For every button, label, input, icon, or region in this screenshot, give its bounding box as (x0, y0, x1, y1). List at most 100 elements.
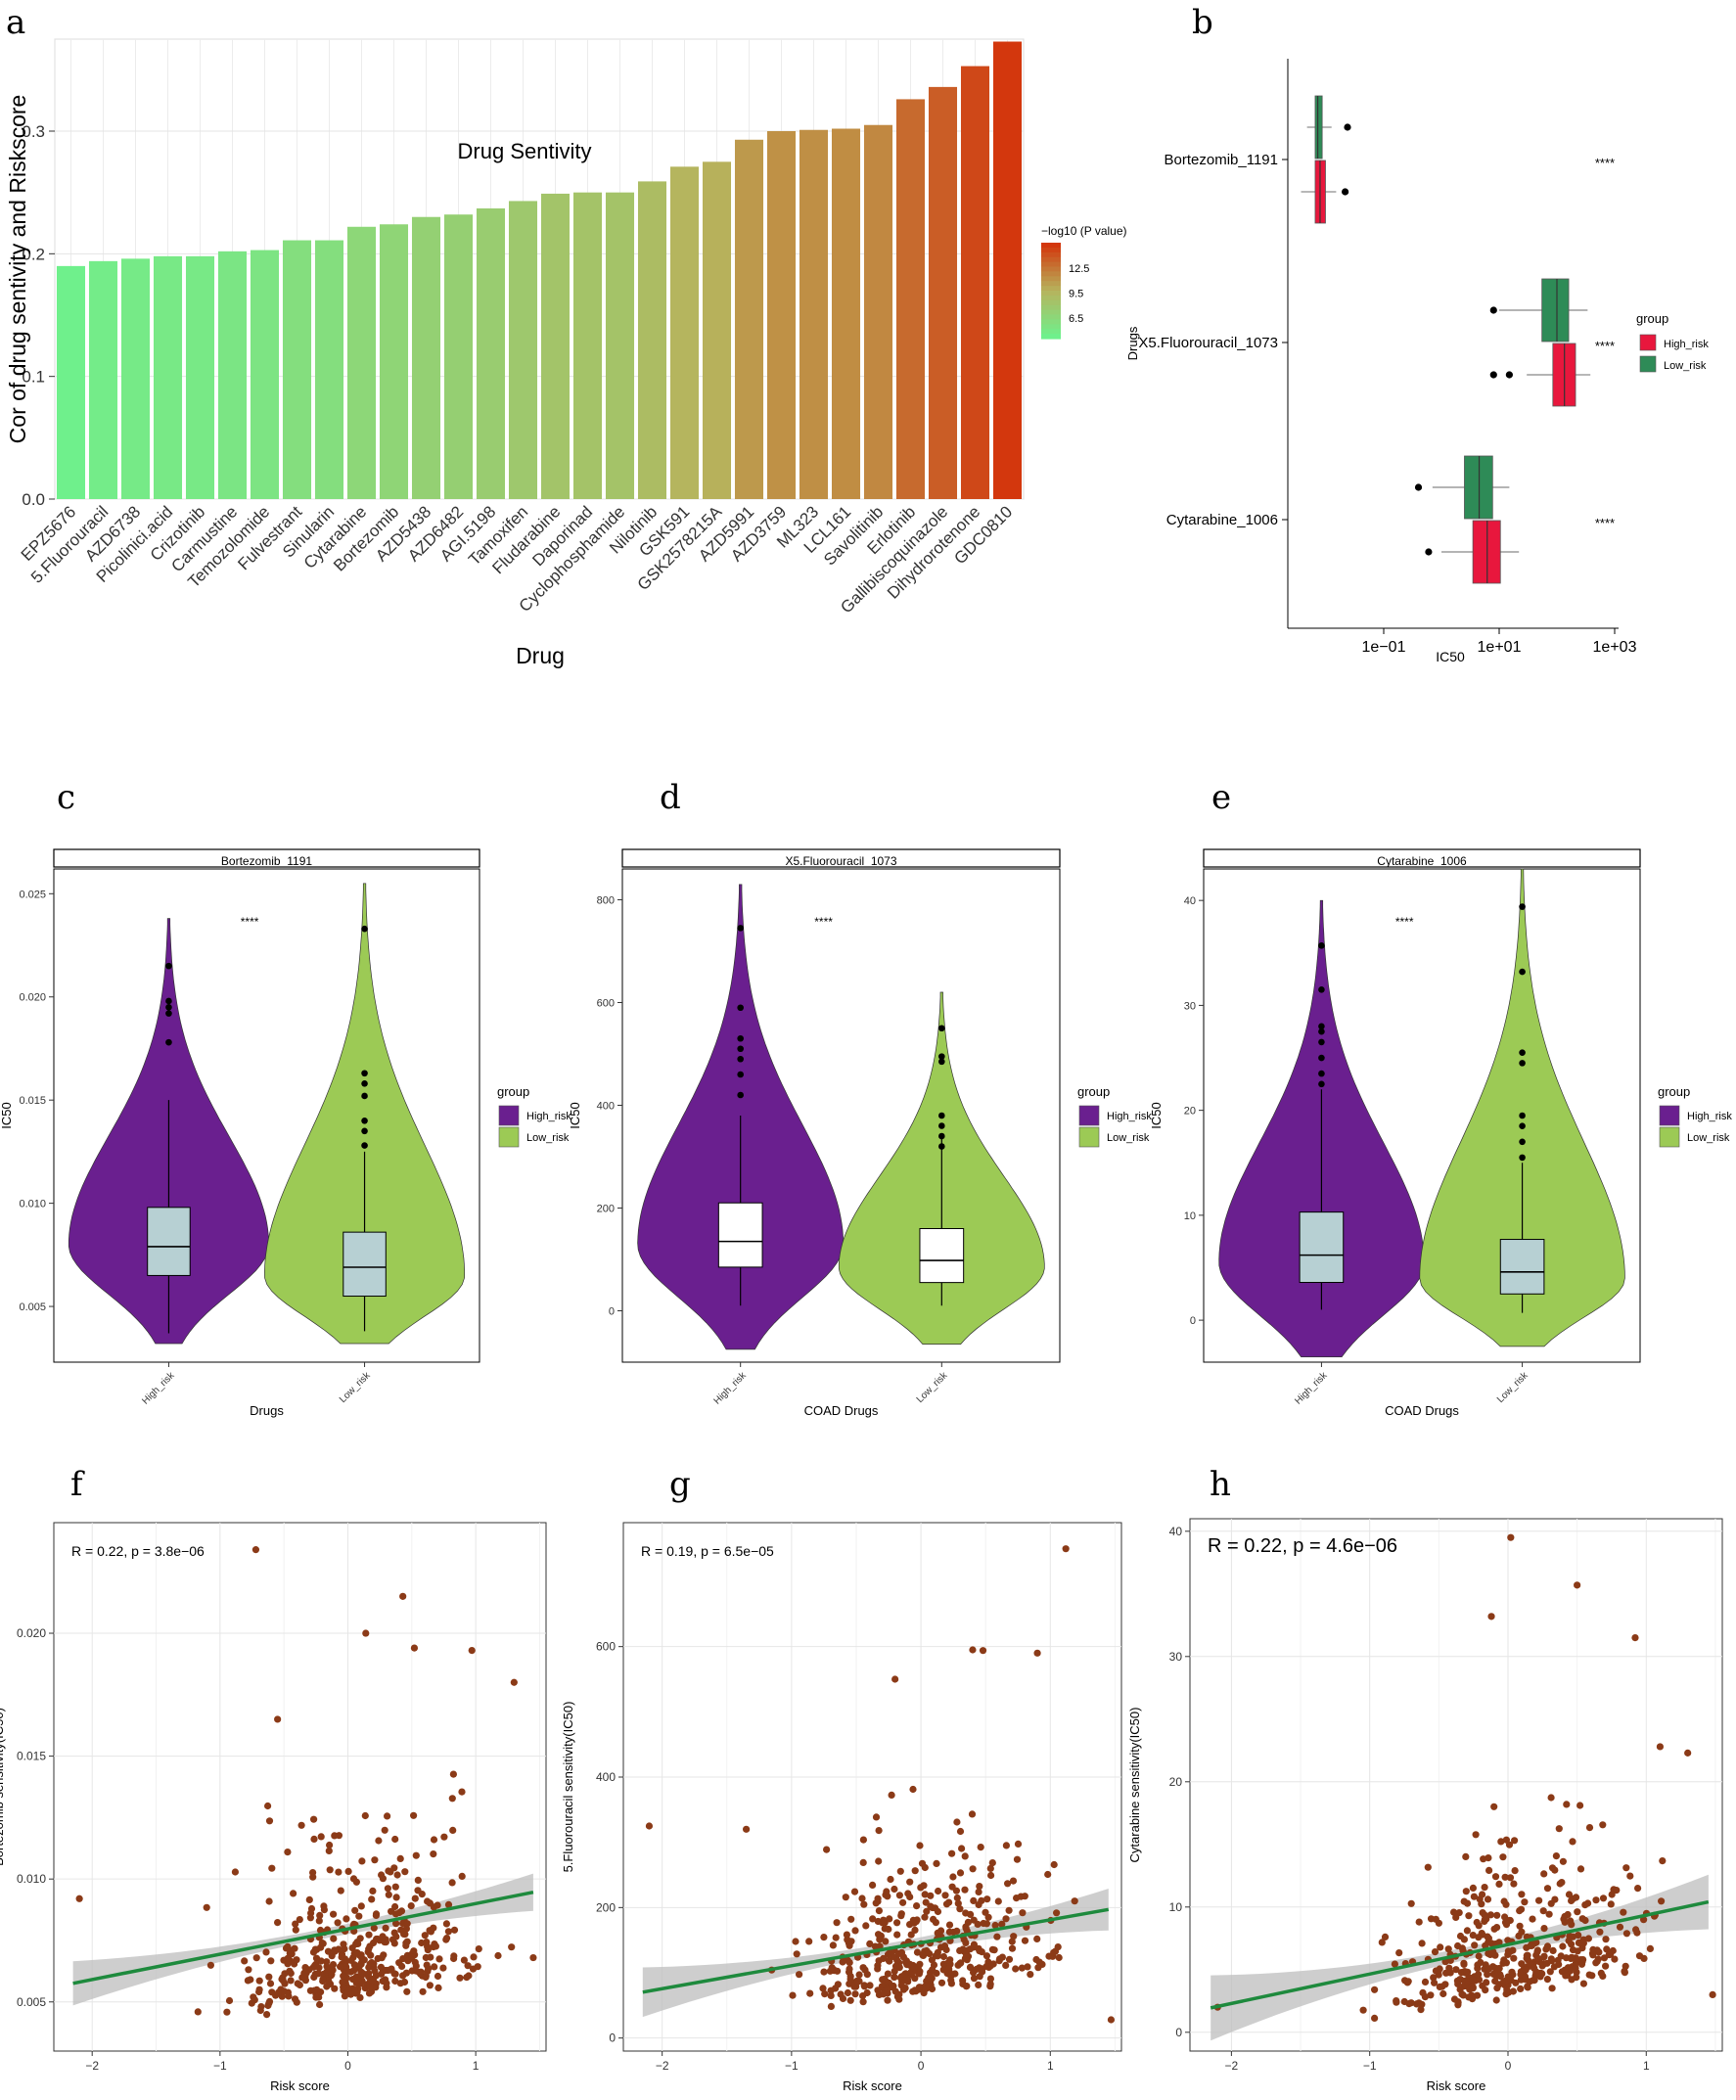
bar-AZD6738 (120, 258, 151, 499)
scatter-point (296, 1916, 303, 1924)
bar-Sinularin (314, 240, 344, 499)
scatter-point (884, 1970, 892, 1978)
scatter-point (1470, 1893, 1478, 1900)
scatter-point (851, 1990, 859, 1998)
scatter-point (920, 1989, 928, 1997)
scatter-point (1646, 1944, 1654, 1952)
scatter-point (1684, 1749, 1692, 1757)
panel-d-violin-plot: X5.Fluorouracil_1073 0 200 400 600 800 High_ri… (568, 848, 1152, 1418)
scatter-point (942, 1900, 951, 1908)
scatter-point (1563, 1801, 1571, 1808)
scatter-point (1632, 1926, 1640, 1934)
scatter-point (1484, 1971, 1491, 1979)
scatter-point (1709, 1990, 1716, 1998)
scatter-point (998, 1953, 1006, 1961)
scatter-point (324, 1947, 333, 1955)
scatter-point (948, 1849, 956, 1857)
outlier-point (1318, 1023, 1325, 1030)
scatter-point (1524, 1983, 1531, 1990)
scatter-point (911, 1867, 919, 1875)
scatter-point (313, 1986, 321, 1993)
scatter-point (890, 1952, 897, 1961)
y-tick-label: 0.015 (17, 1750, 46, 1763)
scatter-point (1475, 1934, 1483, 1941)
scatter-point (274, 1715, 282, 1723)
x-tick-label: −2 (656, 2059, 669, 2073)
scatter-point (1521, 1973, 1530, 1981)
scatter-point (309, 1873, 317, 1881)
scatter-point (398, 1962, 406, 1970)
outlier-point (1318, 986, 1325, 993)
y-tick-label: 0 (609, 2032, 616, 2045)
scatter-point (939, 1960, 948, 1968)
scatter-point (380, 1951, 388, 1959)
scatter-point (460, 1956, 468, 1964)
bar-Carmustine (217, 251, 248, 499)
scatter-point (1405, 2000, 1413, 2008)
scatter-point (418, 1939, 426, 1947)
colorbar-segment-a (1041, 329, 1061, 335)
y-tick-label: 40 (1184, 895, 1196, 907)
scatter-point (463, 1974, 471, 1982)
panel-label-a: a (6, 3, 25, 42)
scatter-point (1417, 2006, 1425, 2014)
scatter-point (1543, 1885, 1552, 1893)
outlier-point (1318, 941, 1325, 949)
outlier-point (737, 1071, 744, 1078)
bar-Bortezomib (379, 224, 409, 499)
scatter-point (331, 1947, 339, 1955)
outlier-point (361, 1127, 368, 1135)
scatter-point (369, 1887, 377, 1895)
scatter-point (292, 1926, 299, 1934)
legend-key-b (1639, 355, 1657, 373)
scatter-point (368, 1959, 376, 1967)
scatter-point (1008, 1944, 1017, 1952)
scatter-point (839, 1994, 847, 2002)
scatter-point (353, 1949, 361, 1957)
scatter-point (306, 1986, 314, 1994)
scatter-point (998, 1920, 1006, 1928)
scatter-point (1452, 1966, 1460, 1974)
scatter-point (823, 1846, 831, 1853)
scatter-point (1545, 1910, 1553, 1918)
y-tick-label: 40 (1169, 1525, 1183, 1538)
outlier-point (938, 1025, 945, 1032)
scatter-point (434, 1984, 442, 1991)
scatter-point (855, 1971, 863, 1979)
scatter-point (1540, 1925, 1548, 1933)
scatter-point (842, 1894, 849, 1901)
scatter-point (916, 1842, 924, 1849)
scatter-point (1010, 1933, 1018, 1940)
scatter-point (250, 1993, 257, 2001)
bar-Tamoxifen (508, 201, 538, 499)
scatter-point (846, 1975, 854, 1983)
scatter-point (913, 1902, 921, 1910)
scatter-point (883, 1888, 891, 1895)
scatter-point (384, 1812, 391, 1820)
scatter-point (858, 1895, 866, 1902)
scatter-point (970, 1896, 978, 1904)
scatter-point (1027, 1971, 1034, 1979)
scatter-point (915, 1984, 924, 1991)
scatter-point (255, 1977, 263, 1985)
scatter-point (1577, 1960, 1586, 1968)
scatter-point (1427, 1991, 1435, 1999)
y-tick-label: 400 (597, 1101, 615, 1113)
scatter-point (368, 1895, 376, 1903)
y-tick-label: 0 (1190, 1315, 1196, 1327)
outlier-point (1519, 1154, 1526, 1162)
outlier-point-b (1344, 123, 1351, 131)
scatter-point (338, 1953, 345, 1961)
scatter-point (986, 1975, 995, 1983)
legend-item: High_risk (1687, 1111, 1732, 1122)
scatter-point (1378, 1939, 1386, 1946)
y-tick-label: 0.015 (19, 1095, 46, 1107)
violin-Low_risk (1419, 868, 1625, 1347)
scatter-point (1621, 1967, 1628, 1975)
x-tick-label: 0 (344, 2059, 351, 2073)
scatter-point (427, 1953, 434, 1961)
scatter-point (1391, 1960, 1398, 1968)
scatter-point (401, 1931, 409, 1939)
scatter-point (423, 1961, 431, 1969)
